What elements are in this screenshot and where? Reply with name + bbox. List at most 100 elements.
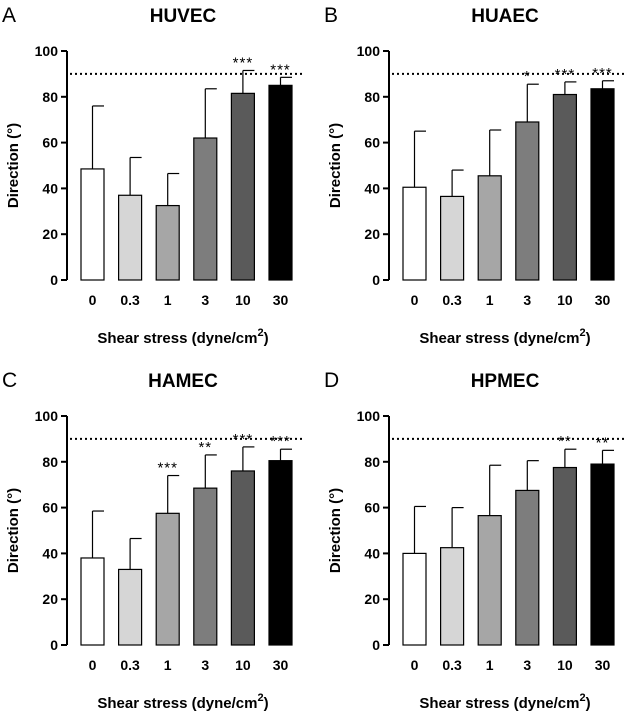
bar	[117, 194, 143, 281]
y-tick-label: 0	[372, 272, 380, 288]
bar	[439, 547, 465, 646]
chart-hpmec: D HPMEC 0 20 40 60 80 100 Direction (°) 0 0.3 1 3 10 *…	[324, 369, 624, 712]
y-axis-label: Direction (°)	[5, 123, 22, 208]
chart-title: HUVEC	[150, 6, 217, 27]
significance-label: ***	[270, 61, 291, 78]
x-axis-label-main: Shear stress (dyne/cm	[97, 330, 257, 347]
bar	[117, 568, 143, 646]
y-tick-label: 20	[364, 226, 380, 242]
y-tick-label: 0	[50, 637, 58, 653]
bar	[590, 88, 615, 281]
significance-label: *	[524, 68, 531, 85]
y-tick-label: 40	[364, 180, 380, 196]
x-axis-label-superscript: 2	[579, 692, 585, 704]
significance-label: ***	[157, 460, 178, 477]
significance-label: ***	[233, 54, 254, 71]
y-tick-label: 100	[35, 43, 59, 59]
y-tick-label: 100	[357, 43, 381, 59]
bar	[402, 186, 427, 281]
x-tick-label: 0.3	[120, 657, 140, 673]
chart-title: HUAEC	[471, 6, 539, 27]
y-tick-label: 40	[364, 545, 380, 561]
bar	[193, 137, 218, 281]
x-axis-label-end: )	[586, 330, 591, 347]
bar	[80, 168, 105, 281]
x-axis-label: Shear stress (dyne/cm2)	[97, 692, 268, 712]
significance-label: **	[558, 433, 572, 450]
y-axis-label: Direction (°)	[327, 123, 344, 208]
bar	[590, 463, 615, 646]
y-tick-label: 20	[42, 591, 58, 607]
x-tick-label: 0	[89, 657, 97, 673]
y-tick-label: 100	[35, 408, 59, 424]
y-tick-label: 0	[50, 272, 58, 288]
x-tick-label: 10	[235, 292, 251, 308]
x-axis-label-main: Shear stress (dyne/cm	[419, 330, 579, 347]
x-axis-label-superscript: 2	[257, 327, 263, 339]
panel-label: C	[2, 369, 17, 392]
y-tick-label: 60	[42, 135, 58, 151]
chart-huaec: B HUAEC 0 20 40 60 80 100 Direction (°) 0 0.3 1 3 * 10…	[324, 4, 624, 347]
x-axis-label-main: Shear stress (dyne/cm	[97, 695, 257, 712]
x-tick-label: 0	[411, 292, 419, 308]
x-axis-label: Shear stress (dyne/cm2)	[419, 692, 590, 712]
bar	[230, 92, 255, 281]
panel-c: C HAMEC 0 20 40 60 80 100 Direction (°) 0 0.3 1 *** 3…	[0, 365, 322, 724]
bar	[155, 512, 180, 646]
y-tick-label: 40	[42, 545, 58, 561]
y-axis-label: Direction (°)	[327, 488, 344, 573]
chart-title: HPMEC	[471, 371, 540, 392]
x-tick-label: 3	[523, 657, 531, 673]
chart-hamec: C HAMEC 0 20 40 60 80 100 Direction (°) 0 0.3 1 *** 3…	[2, 369, 302, 712]
y-tick-label: 100	[357, 408, 381, 424]
x-tick-label: 30	[273, 657, 289, 673]
x-tick-label: 3	[523, 292, 531, 308]
panel-a: A HUVEC 0 20 40 60 80 100 Direction (°) 0 0.3 1 3 10 *…	[0, 0, 322, 359]
significance-label: ***	[592, 65, 613, 82]
bar	[402, 552, 427, 646]
x-tick-label: 0.3	[442, 292, 462, 308]
bar	[552, 93, 577, 281]
x-tick-label: 10	[557, 292, 573, 308]
x-tick-label: 1	[164, 657, 172, 673]
y-tick-label: 80	[42, 454, 58, 470]
x-tick-label: 0	[411, 657, 419, 673]
bar	[515, 489, 540, 646]
y-tick-label: 40	[42, 180, 58, 196]
x-tick-label: 10	[557, 657, 573, 673]
x-axis-label-end: )	[264, 695, 269, 712]
x-tick-label: 3	[201, 292, 209, 308]
x-tick-label: 1	[486, 292, 494, 308]
y-tick-label: 60	[364, 135, 380, 151]
significance-label: **	[198, 439, 212, 456]
significance-label: ***	[270, 433, 291, 450]
y-tick-label: 60	[42, 500, 58, 516]
significance-label: **	[596, 434, 610, 451]
x-tick-label: 30	[273, 292, 289, 308]
y-tick-label: 80	[42, 89, 58, 105]
x-tick-label: 30	[595, 657, 611, 673]
bar	[439, 195, 465, 281]
x-axis-label: Shear stress (dyne/cm2)	[419, 327, 590, 347]
x-tick-label: 0	[89, 292, 97, 308]
y-tick-label: 0	[372, 637, 380, 653]
y-tick-label: 80	[364, 454, 380, 470]
x-tick-label: 0.3	[442, 657, 462, 673]
y-tick-label: 20	[42, 226, 58, 242]
x-axis-label-end: )	[586, 695, 591, 712]
significance-label: ***	[555, 66, 576, 83]
bar	[515, 121, 540, 281]
bar	[552, 466, 577, 646]
bar	[193, 487, 218, 646]
bar	[268, 84, 293, 281]
significance-label: ***	[233, 431, 254, 448]
x-axis-label-superscript: 2	[257, 692, 263, 704]
bar	[230, 470, 255, 646]
chart-huvec: A HUVEC 0 20 40 60 80 100 Direction (°) 0 0.3 1 3 10 *…	[2, 4, 302, 347]
panel-label: A	[2, 4, 16, 27]
x-axis-label: Shear stress (dyne/cm2)	[97, 327, 268, 347]
bar	[477, 175, 502, 281]
x-tick-label: 3	[201, 657, 209, 673]
bar	[80, 557, 105, 646]
panel-label: D	[324, 369, 339, 392]
